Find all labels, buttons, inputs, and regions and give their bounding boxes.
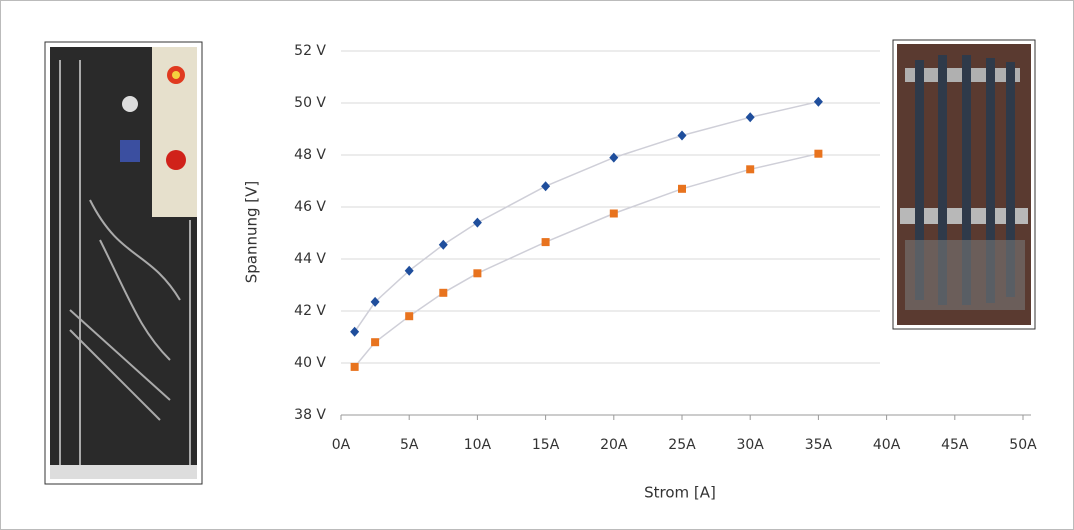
data-point — [473, 269, 481, 277]
trend-line — [355, 102, 819, 332]
data-point — [439, 240, 448, 250]
left-photo — [45, 42, 202, 484]
y-tick-label: 42 V — [294, 303, 326, 319]
data-point — [678, 131, 687, 141]
y-tick-label: 48 V — [294, 147, 326, 163]
data-point — [439, 289, 447, 297]
data-point — [371, 338, 379, 346]
y-tick-label: 50 V — [294, 95, 326, 111]
data-point — [746, 112, 755, 122]
data-point — [542, 238, 550, 246]
y-tick-label: 38 V — [294, 407, 326, 423]
data-point — [541, 181, 550, 191]
x-tick-label: 0A — [332, 437, 351, 453]
x-tick-label: 15A — [532, 437, 560, 453]
x-tick-label: 45A — [941, 437, 969, 453]
x-tick-label: 20A — [600, 437, 628, 453]
data-point — [609, 153, 618, 163]
data-point — [405, 312, 413, 320]
right-photo — [893, 40, 1035, 329]
data-point — [746, 165, 754, 173]
y-tick-label: 52 V — [294, 43, 326, 59]
data-point — [351, 363, 359, 371]
data-point — [814, 97, 823, 107]
x-tick-label: 40A — [873, 437, 901, 453]
y-tick-label: 44 V — [294, 251, 326, 267]
x-tick-label: 5A — [400, 437, 419, 453]
x-tick-label: 30A — [736, 437, 764, 453]
y-axis-title: Spannung [V] — [243, 181, 261, 284]
x-tick-label: 35A — [805, 437, 833, 453]
x-tick-label: 50A — [1009, 437, 1037, 453]
x-tick-label: 25A — [668, 437, 696, 453]
chart: Spannung [V] Strom [A] 38 V 40 V 42 V 44 V 4… — [0, 0, 1074, 530]
x-tick-label: 10A — [464, 437, 492, 453]
data-point — [610, 210, 618, 218]
data-point — [678, 185, 686, 193]
data-point — [473, 218, 482, 228]
y-tick-label: 46 V — [294, 199, 326, 215]
y-tick-label: 40 V — [294, 355, 326, 371]
data-point — [814, 150, 822, 158]
trend-line — [355, 154, 819, 367]
x-axis-title: Strom [A] — [644, 484, 716, 502]
